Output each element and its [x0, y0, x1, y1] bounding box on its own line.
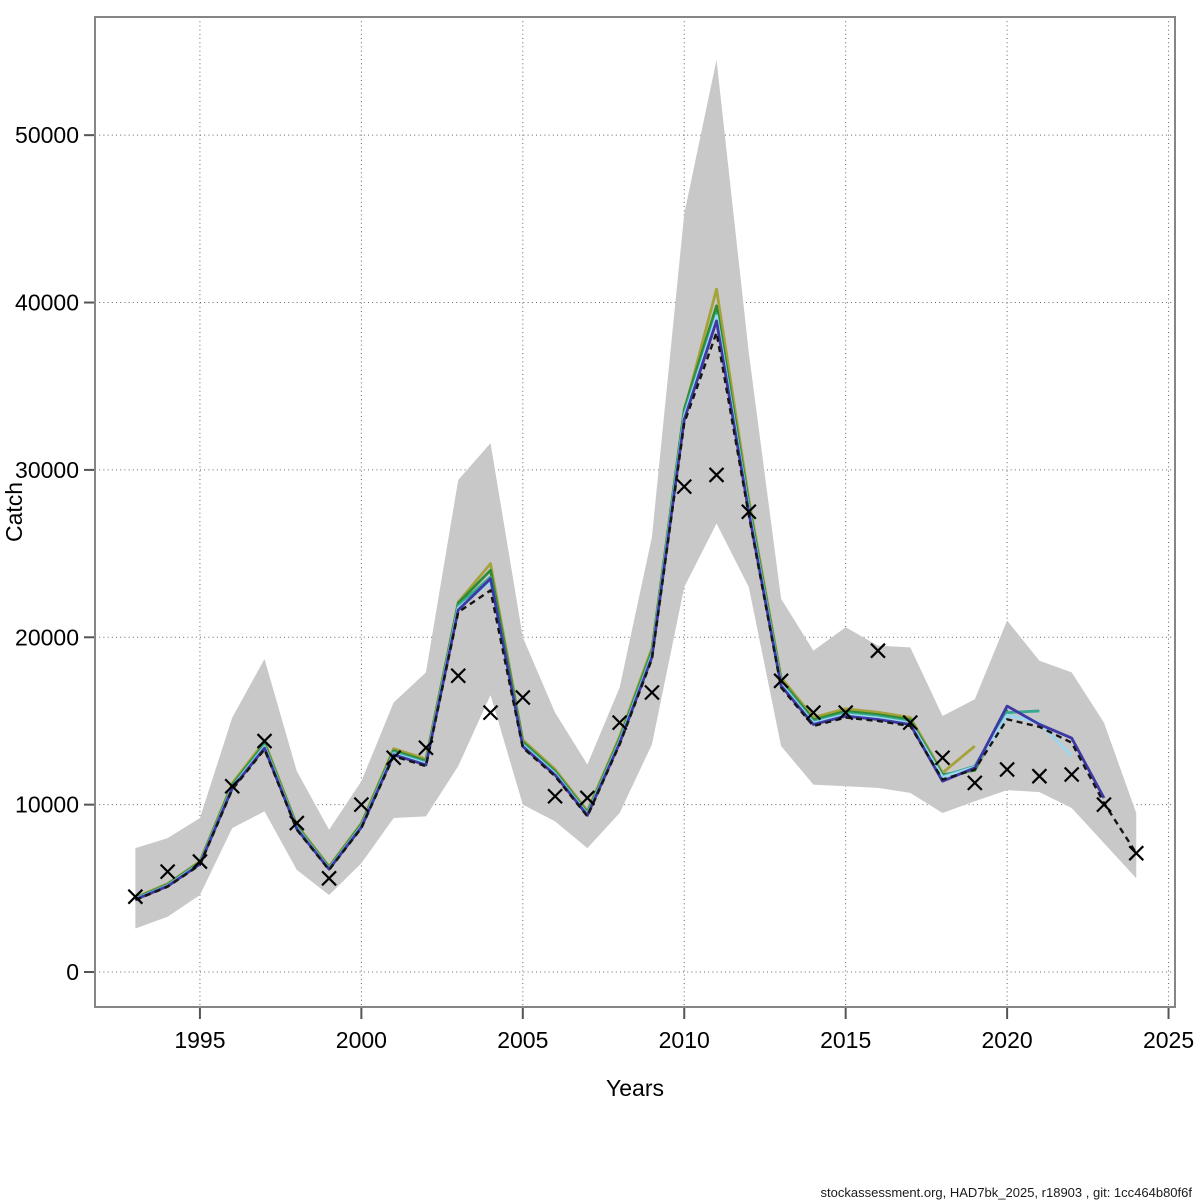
obs-marker-2002 [418, 739, 434, 756]
base-fit-2024-line [134, 331, 1138, 902]
obs-marker-2013 [773, 673, 789, 689]
obs-marker-2016 [870, 642, 886, 659]
plot-area: 1995 2000 2005 2010 2015 2020 2025 0 10000 20000 3… [15, 16, 1194, 1053]
x-tick-label-2000: 2000 [336, 1027, 387, 1053]
y-tick-label-20000: 20000 [15, 624, 79, 650]
obs-marker-2011 [708, 467, 725, 483]
x-tick-label-2010: 2010 [659, 1027, 710, 1053]
obs-marker-1994 [159, 863, 176, 880]
y-tick-label-30000: 30000 [15, 457, 79, 483]
x-tick-label-2015: 2015 [820, 1027, 871, 1053]
obs-marker-2018 [934, 750, 951, 766]
obs-marker-2010 [676, 478, 693, 495]
obs-marker-2001 [385, 750, 402, 766]
obs-marker-2006 [547, 788, 563, 805]
x-tick-label-2005: 2005 [497, 1027, 548, 1053]
obs-marker-2004 [482, 704, 499, 721]
obs-marker-2015 [837, 704, 854, 721]
plot-box-border [94, 16, 1176, 1008]
obs-marker-2012 [741, 503, 757, 520]
x-tick-label-1995: 1995 [174, 1027, 225, 1053]
obs-marker-1999 [321, 870, 337, 887]
y-tick-label-10000: 10000 [15, 792, 79, 818]
obs-marker-1993 [127, 888, 144, 905]
confidence-band [135, 59, 1137, 929]
footer-credit: stockassessment.org, HAD7bk_2025, r18903… [821, 1185, 1193, 1200]
obs-marker-2023 [1096, 796, 1112, 813]
obs-marker-2005 [515, 689, 531, 706]
obs-marker-2022 [1063, 766, 1080, 783]
obs-marker-1997 [256, 733, 273, 749]
obs-marker-1995 [192, 853, 208, 870]
obs-marker-2003 [450, 667, 467, 684]
obs-marker-2019 [967, 775, 983, 791]
y-axis-title: Catch [1, 482, 27, 542]
x-axis-title: Years [606, 1075, 664, 1101]
obs-marker-2024 [1128, 845, 1145, 861]
obs-marker-1998 [289, 815, 305, 831]
obs-marker-1996 [224, 778, 240, 795]
obs-marker-2000 [353, 796, 370, 813]
x-tick-label-2025: 2025 [1143, 1027, 1194, 1053]
obs-marker-2009 [644, 684, 660, 701]
y-tick-label-50000: 50000 [15, 122, 79, 148]
obs-marker-2014 [805, 704, 822, 721]
y-tick-label-0: 0 [66, 959, 79, 985]
obs-marker-2021 [1031, 768, 1048, 784]
obs-marker-2007 [579, 790, 596, 806]
y-tick-label-40000: 40000 [15, 290, 79, 316]
obs-marker-2017 [902, 714, 919, 731]
x-tick-label-2020: 2020 [982, 1027, 1033, 1053]
obs-marker-2008 [611, 714, 628, 731]
obs-marker-2020 [999, 761, 1015, 778]
